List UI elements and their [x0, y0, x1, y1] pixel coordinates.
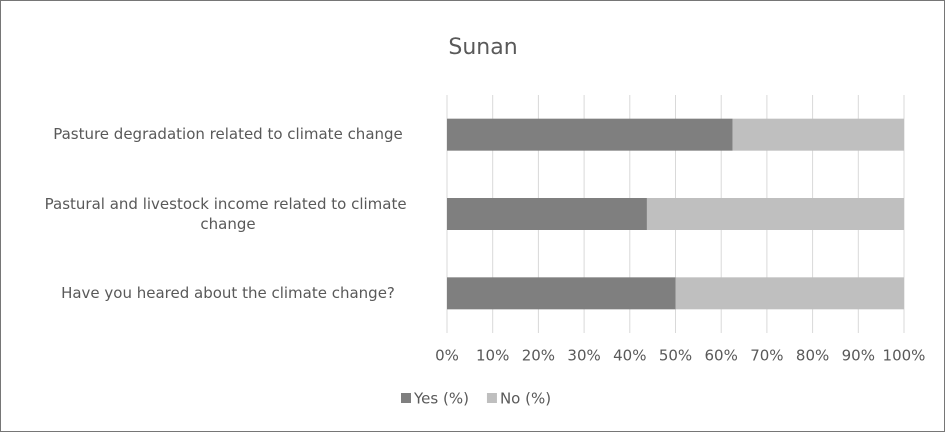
bar-segment — [732, 118, 904, 151]
legend-swatch — [486, 393, 497, 403]
bar-segment — [675, 277, 904, 310]
bar-segment — [447, 198, 647, 230]
category-label-line: Pastural and livestock income related to… — [45, 195, 412, 213]
category-label-line: change — [200, 215, 255, 233]
legend-label: No (%) — [500, 390, 551, 408]
x-tick-label: 100% — [883, 347, 926, 365]
x-tick-label: 60% — [705, 347, 738, 365]
x-tick-label: 70% — [750, 347, 783, 365]
x-tick-label: 90% — [842, 347, 875, 365]
x-tick-label: 10% — [476, 347, 509, 365]
x-tick-label: 80% — [796, 347, 829, 365]
legend-swatch — [401, 393, 411, 403]
x-tick-label: 0% — [435, 347, 459, 365]
category-label: Pasture degradation related to climate c… — [53, 125, 403, 143]
bar-segment — [646, 198, 904, 230]
legend-label: Yes (%) — [413, 390, 469, 408]
bar-segment — [447, 277, 676, 310]
x-tick-label: 20% — [522, 347, 555, 365]
category-label: Pastural and livestock income related to… — [45, 195, 412, 233]
x-tick-label: 40% — [613, 347, 646, 365]
category-label: Have you heared about the climate change… — [61, 284, 395, 302]
bar-segment — [447, 118, 733, 151]
chart-title: Sunan — [448, 35, 517, 60]
x-tick-label: 30% — [567, 347, 600, 365]
x-tick-label: 50% — [659, 347, 692, 365]
